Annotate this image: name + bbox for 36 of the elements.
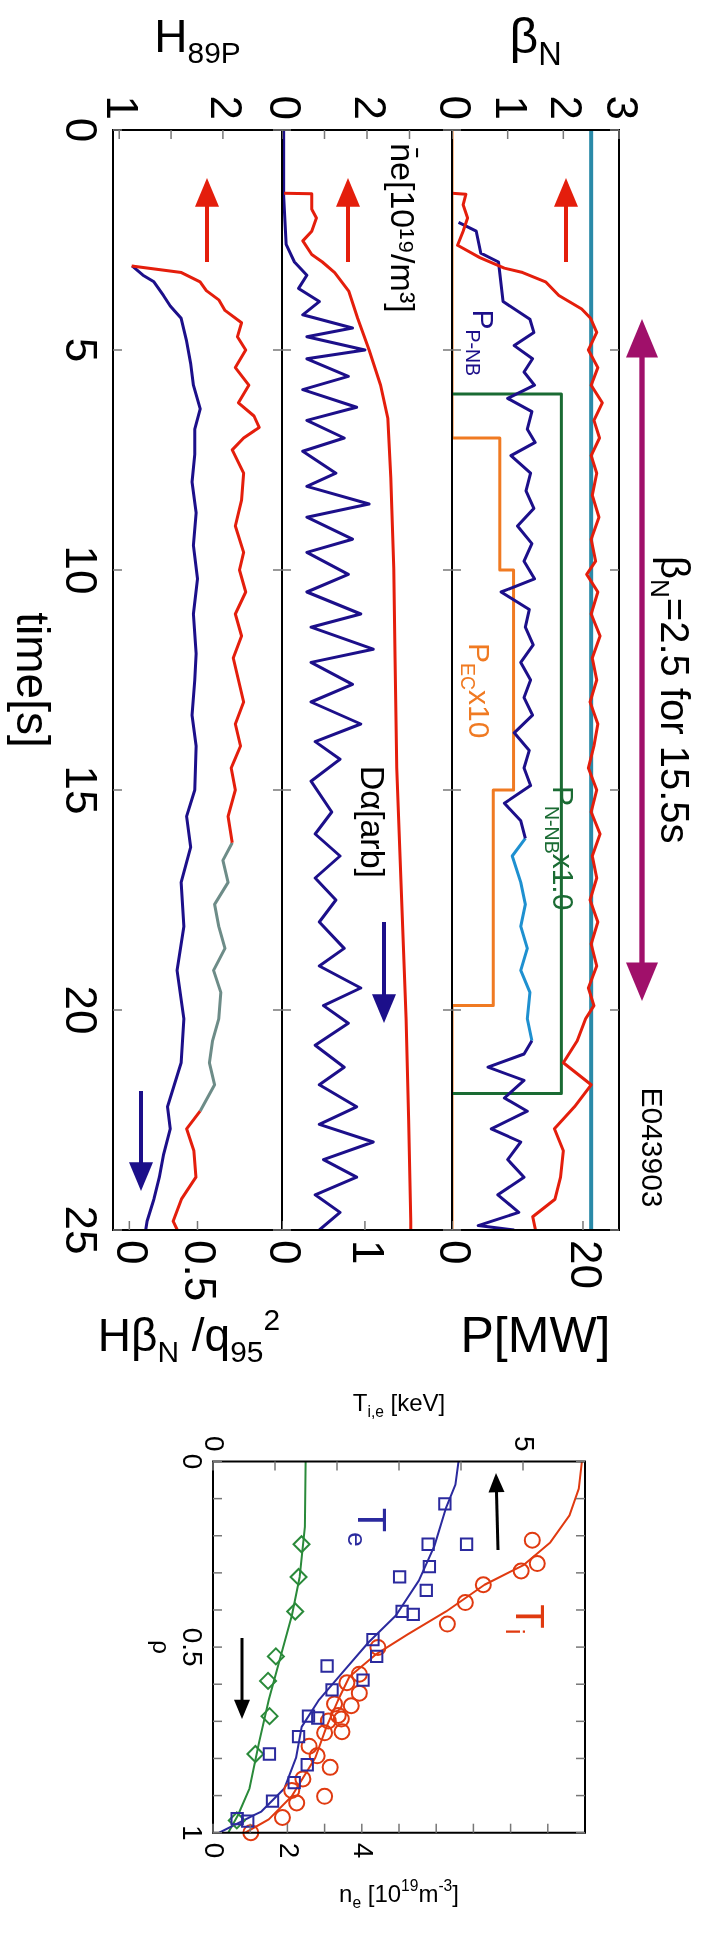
- annotation: Dα[arb]: [353, 765, 392, 879]
- x-tick-label: 20: [561, 1240, 611, 1289]
- x2-tick-label: 1: [486, 95, 536, 121]
- x2-tick-label: 5: [509, 1435, 541, 1452]
- text: PECx10: [457, 643, 496, 739]
- y-tick-label: 5: [56, 337, 106, 363]
- y-tick-label: 20: [56, 985, 106, 1035]
- y-tick-label: 10: [56, 545, 106, 595]
- x2-tick-label: 2: [201, 95, 251, 121]
- x2-tick-label: 3: [597, 95, 647, 121]
- x2-tick-label: 0: [430, 95, 480, 121]
- y-tick-label: 0: [176, 1453, 208, 1470]
- x-tick-label: 2: [273, 1842, 305, 1859]
- y-axis-title: ρ: [148, 1640, 176, 1654]
- x2-tick-label: 0: [199, 1435, 231, 1452]
- y-tick-label: 15: [56, 765, 106, 815]
- x2-tick-label: 2: [345, 95, 395, 121]
- text: PP-NB: [461, 309, 501, 376]
- x-tick-label: 4: [348, 1842, 380, 1859]
- x2-tick-label: 0: [260, 95, 310, 121]
- text: Te: [341, 1507, 394, 1547]
- annotation: n̄e[10¹⁹/m³]: [383, 143, 422, 313]
- x-tick-label: 0: [260, 1240, 310, 1265]
- x-tick-label: 0: [199, 1842, 231, 1859]
- text: E043903: [635, 1087, 669, 1208]
- x-axis-title: P[MW]: [460, 1306, 611, 1363]
- text: βN=2.5 for 15.5s: [644, 556, 697, 844]
- x2-tick-label: 2: [542, 95, 592, 121]
- x-tick-label: 1: [343, 1240, 393, 1265]
- text: Ti: [500, 1604, 553, 1635]
- y-tick-label: 0.5: [176, 1627, 208, 1667]
- y-tick-label: 1: [176, 1824, 208, 1841]
- y-axis-title: time[s]: [6, 612, 59, 748]
- x-tick-label: 0: [430, 1240, 480, 1265]
- x-tick-label: 0: [108, 1240, 158, 1265]
- y-tick-label: 25: [56, 1205, 106, 1255]
